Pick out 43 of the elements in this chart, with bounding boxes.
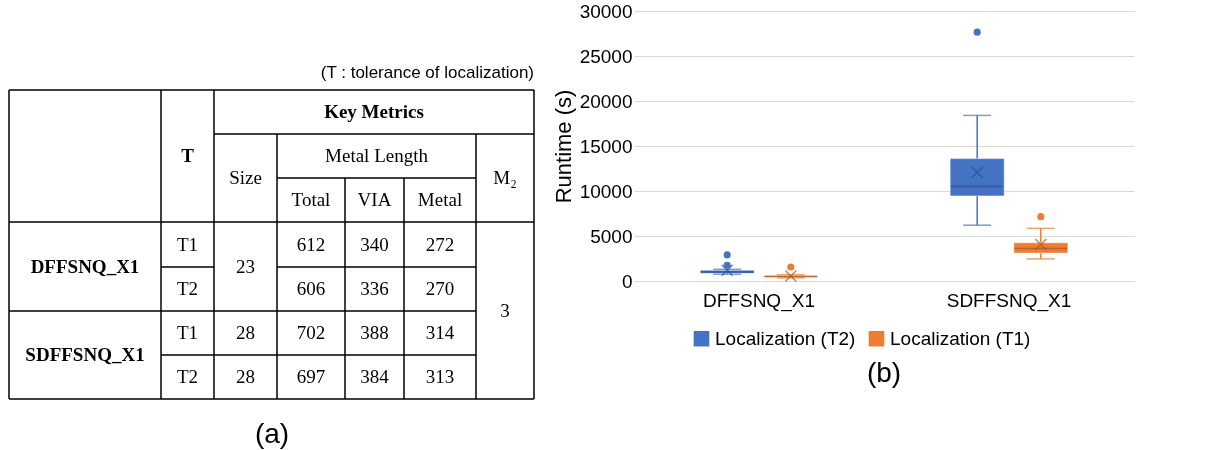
text: 314 [425, 322, 455, 343]
text: 384 [360, 366, 390, 387]
text: SDFFSNQ_X1 [25, 344, 145, 365]
y-tick-label: 5000 [590, 225, 633, 247]
y-tick-label: 10000 [579, 180, 633, 202]
text: 28 [236, 322, 255, 343]
text: 270 [425, 278, 455, 299]
text: (T : tolerance of localization) [320, 63, 534, 82]
text: 606 [296, 278, 326, 299]
legend-label: Localization (T1) [890, 327, 1031, 349]
text: Metal Length [325, 145, 429, 166]
text: 388 [360, 322, 389, 343]
y-tick-label: 25000 [579, 45, 633, 67]
y-tick-label: 0 [621, 270, 633, 292]
text: 272 [425, 233, 455, 255]
text: M₂ [493, 167, 517, 188]
text: DFFSNQ_X1 [30, 255, 140, 277]
text: Total [291, 189, 331, 210]
text: T1 [176, 233, 199, 255]
text: T2 [176, 366, 199, 387]
text: 23 [236, 255, 255, 277]
text: T2 [176, 278, 199, 299]
text: 313 [425, 366, 455, 387]
text: 340 [360, 233, 389, 255]
text: 28 [236, 366, 255, 387]
legend-label: Localization (T2) [715, 327, 856, 349]
text: 702 [296, 322, 326, 343]
text: Size [229, 167, 262, 188]
y-axis-title: Runtime (s) [550, 89, 576, 204]
text: VIA [357, 189, 392, 210]
text: 612 [296, 233, 326, 255]
text: Key Metrics [324, 101, 424, 122]
text: Metal [417, 189, 463, 210]
text: 336 [360, 278, 389, 299]
text: (b) [866, 357, 902, 388]
text: T [181, 145, 195, 166]
y-tick-label: 30000 [579, 0, 633, 22]
text: T1 [176, 322, 199, 343]
y-tick-label: 15000 [579, 135, 633, 157]
text: 3 [500, 299, 510, 321]
text: (a) [254, 418, 290, 449]
text: 697 [296, 366, 326, 387]
y-tick-label: 20000 [579, 90, 633, 112]
